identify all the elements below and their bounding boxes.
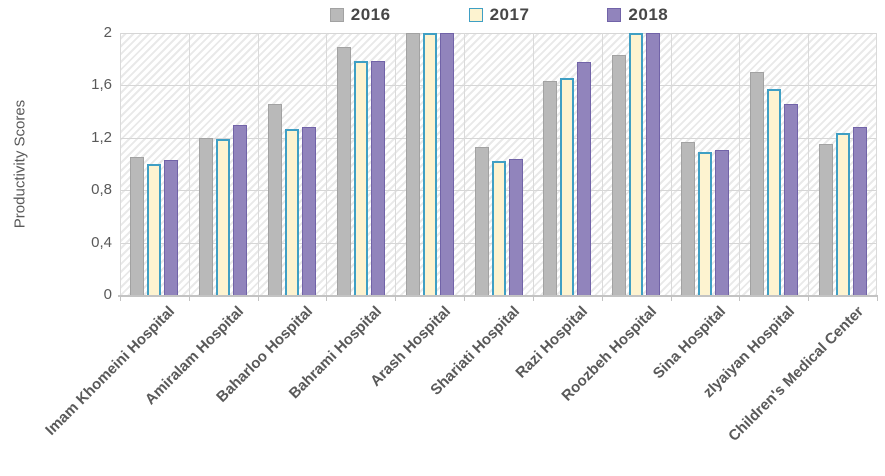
y-axis-tick-label: 1,6 xyxy=(91,76,112,94)
bar-2016 xyxy=(199,138,213,295)
bar-2016 xyxy=(268,104,282,295)
x-axis-tickmark xyxy=(258,297,259,301)
gridline-horizontal xyxy=(120,137,877,139)
y-axis-tick-label: 2 xyxy=(103,24,112,41)
bar-2018 xyxy=(784,104,798,295)
gridline-vertical xyxy=(876,33,877,295)
bar-2018 xyxy=(646,33,660,295)
gridline-vertical xyxy=(326,33,327,295)
chart-legend: 2016 2017 2018 xyxy=(120,2,878,28)
bar-2017 xyxy=(836,133,850,295)
bar-2018 xyxy=(233,125,247,295)
legend-item-2016: 2016 xyxy=(329,5,391,25)
gridline-horizontal xyxy=(120,85,877,87)
legend-item-2018: 2018 xyxy=(607,5,668,25)
bar-2017 xyxy=(629,33,643,295)
x-axis-label: Imam Khomeini Hospital xyxy=(42,303,179,439)
gridline-vertical xyxy=(739,33,740,295)
y-axis-tick-label: 1,2 xyxy=(91,128,112,146)
bar-2017 xyxy=(285,129,299,295)
legend-swatch-icon xyxy=(329,8,344,22)
bar-2017 xyxy=(767,89,781,295)
bar-2017 xyxy=(147,164,161,295)
y-axis-tick-label: 0,8 xyxy=(91,181,112,199)
gridline-vertical xyxy=(602,33,603,295)
x-axis-tickmark xyxy=(533,297,534,301)
bar-2018 xyxy=(371,61,385,295)
x-axis-tickmark xyxy=(464,297,465,301)
x-axis-tickmark xyxy=(189,297,190,301)
gridline-vertical xyxy=(189,33,190,295)
y-axis-title: Productivity Scores xyxy=(11,99,29,229)
legend-item-2017: 2017 xyxy=(468,5,530,25)
x-axis-tickmark xyxy=(395,297,396,301)
x-axis-tickmark xyxy=(877,297,878,301)
gridline-vertical xyxy=(395,33,396,295)
bar-2017 xyxy=(492,161,506,295)
bar-2018 xyxy=(509,159,523,295)
x-axis-tickmark xyxy=(120,297,121,301)
bar-2018 xyxy=(577,62,591,295)
bar-2017 xyxy=(698,152,712,295)
y-axis-tick-label: 0 xyxy=(103,286,112,303)
bar-2016 xyxy=(543,81,557,295)
gridline-vertical xyxy=(464,33,465,295)
x-axis-tickmark xyxy=(326,297,327,301)
plot-area xyxy=(120,33,877,295)
legend-swatch-icon xyxy=(607,8,622,22)
bar-2017 xyxy=(423,33,437,295)
bar-2017 xyxy=(354,61,368,295)
x-axis-label: Children's Medical Center xyxy=(725,303,868,445)
bar-2016 xyxy=(681,142,695,295)
bar-2017 xyxy=(560,78,574,295)
legend-swatch-icon xyxy=(468,8,483,22)
x-axis-tickmark xyxy=(808,297,809,301)
gridline-vertical xyxy=(533,33,534,295)
bar-2018 xyxy=(853,127,867,295)
bar-2018 xyxy=(715,150,729,295)
gridline-vertical xyxy=(120,33,121,295)
bar-2016 xyxy=(337,47,351,295)
gridline-vertical xyxy=(671,33,672,295)
gridline-horizontal xyxy=(120,33,877,34)
bar-2016 xyxy=(750,72,764,295)
bar-2016 xyxy=(406,33,420,295)
bar-2018 xyxy=(440,33,454,295)
x-axis-tickmark xyxy=(739,297,740,301)
bar-2017 xyxy=(216,139,230,295)
x-axis-tickmark xyxy=(671,297,672,301)
legend-label: 2016 xyxy=(350,5,391,24)
bar-2018 xyxy=(302,127,316,295)
y-axis-tick-label: 0,4 xyxy=(91,233,112,251)
x-axis-line xyxy=(118,295,878,297)
legend-label: 2017 xyxy=(489,5,530,24)
bar-2016 xyxy=(819,144,833,295)
gridline-vertical xyxy=(258,33,259,295)
bar-2016 xyxy=(612,55,626,295)
bar-2016 xyxy=(130,157,144,295)
legend-label: 2018 xyxy=(628,5,669,24)
gridline-vertical xyxy=(808,33,809,295)
bar-2018 xyxy=(164,160,178,295)
bar-2016 xyxy=(475,147,489,295)
x-axis-tickmark xyxy=(602,297,603,301)
